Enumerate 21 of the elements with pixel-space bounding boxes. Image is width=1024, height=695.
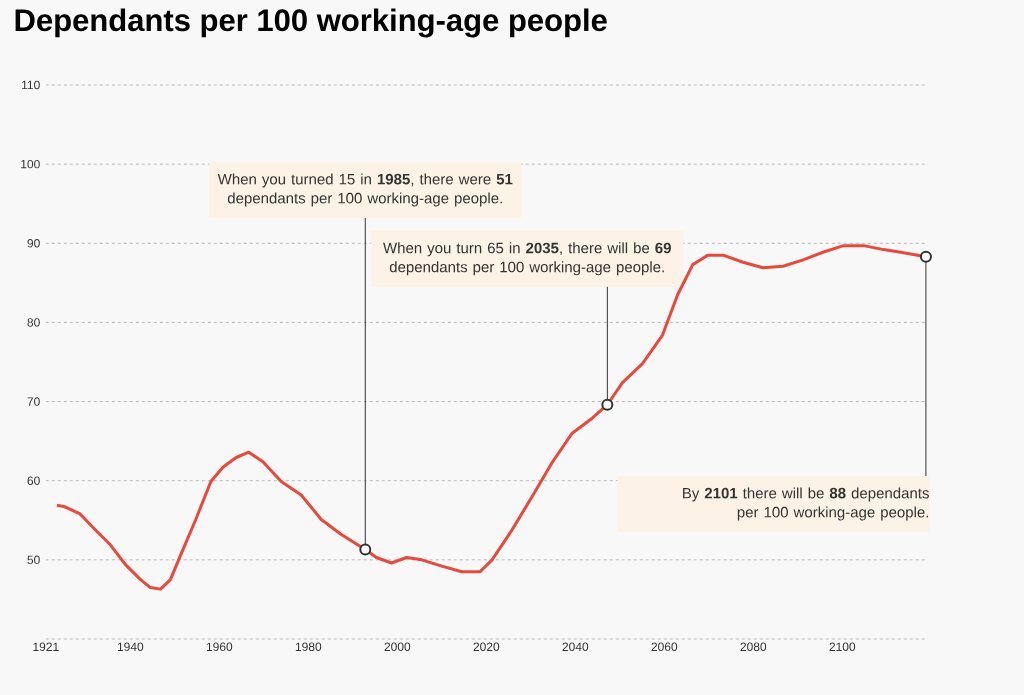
annotation: By 2101 there will be 88 dependants per 100 working-age people.	[683, 487, 929, 521]
y-tick-label: 60	[27, 476, 40, 485]
y-tick-label: 70	[27, 397, 40, 406]
y-tick-label: 110	[22, 80, 40, 90]
x-tick-label: 2000	[384, 642, 411, 652]
y-tick-label: 80	[27, 318, 40, 327]
y-tick-label: 100	[21, 159, 40, 169]
chart-title: Dependants per 100 working-age people	[15, 8, 607, 38]
annotation: When you turned 15 in 1985, there were 51 dependants per 100 working-age people.	[217, 173, 513, 207]
y-tick-label: 90	[27, 239, 40, 248]
x-tick-label: 2080	[740, 642, 767, 652]
x-tick-label: 1980	[295, 642, 322, 652]
x-tick-label: 1940	[117, 642, 144, 652]
x-tick-label: 2020	[473, 642, 500, 652]
annotation: When you turn 65 in 2035, there will be 69 dependants per 100 working-age people.	[383, 242, 671, 276]
x-tick-label: 2040	[562, 642, 589, 652]
y-tick-label: 50	[27, 555, 40, 565]
x-tick-label: 1960	[206, 642, 233, 652]
x-tick-label: 1921	[33, 642, 59, 652]
x-tick-label: 2100	[829, 642, 856, 652]
x-tick-label: 2060	[651, 642, 678, 652]
